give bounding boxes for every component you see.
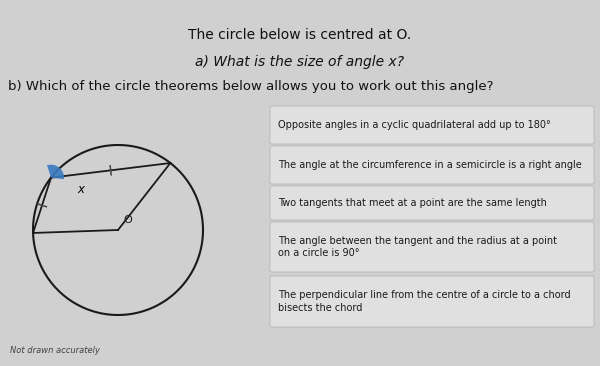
Text: O: O	[123, 215, 132, 225]
FancyBboxPatch shape	[270, 222, 594, 272]
FancyBboxPatch shape	[270, 146, 594, 184]
Text: The perpendicular line from the centre of a circle to a chord
bisects the chord: The perpendicular line from the centre o…	[278, 290, 571, 313]
Text: The angle at the circumference in a semicircle is a right angle: The angle at the circumference in a semi…	[278, 160, 582, 170]
Text: The circle below is centred at O.: The circle below is centred at O.	[188, 28, 412, 42]
Text: The angle between the tangent and the radius at a point
on a circle is 90°: The angle between the tangent and the ra…	[278, 236, 557, 258]
Wedge shape	[47, 165, 64, 179]
Text: x: x	[77, 183, 84, 197]
Text: Two tangents that meet at a point are the same length: Two tangents that meet at a point are th…	[278, 198, 547, 208]
Text: Opposite angles in a cyclic quadrilateral add up to 180°: Opposite angles in a cyclic quadrilatera…	[278, 120, 551, 130]
FancyBboxPatch shape	[270, 106, 594, 144]
FancyBboxPatch shape	[270, 276, 594, 327]
Text: a) What is the size of angle x?: a) What is the size of angle x?	[196, 55, 404, 69]
Text: Not drawn accurately: Not drawn accurately	[10, 346, 100, 355]
FancyBboxPatch shape	[270, 186, 594, 220]
Text: b) Which of the circle theorems below allows you to work out this angle?: b) Which of the circle theorems below al…	[8, 80, 493, 93]
